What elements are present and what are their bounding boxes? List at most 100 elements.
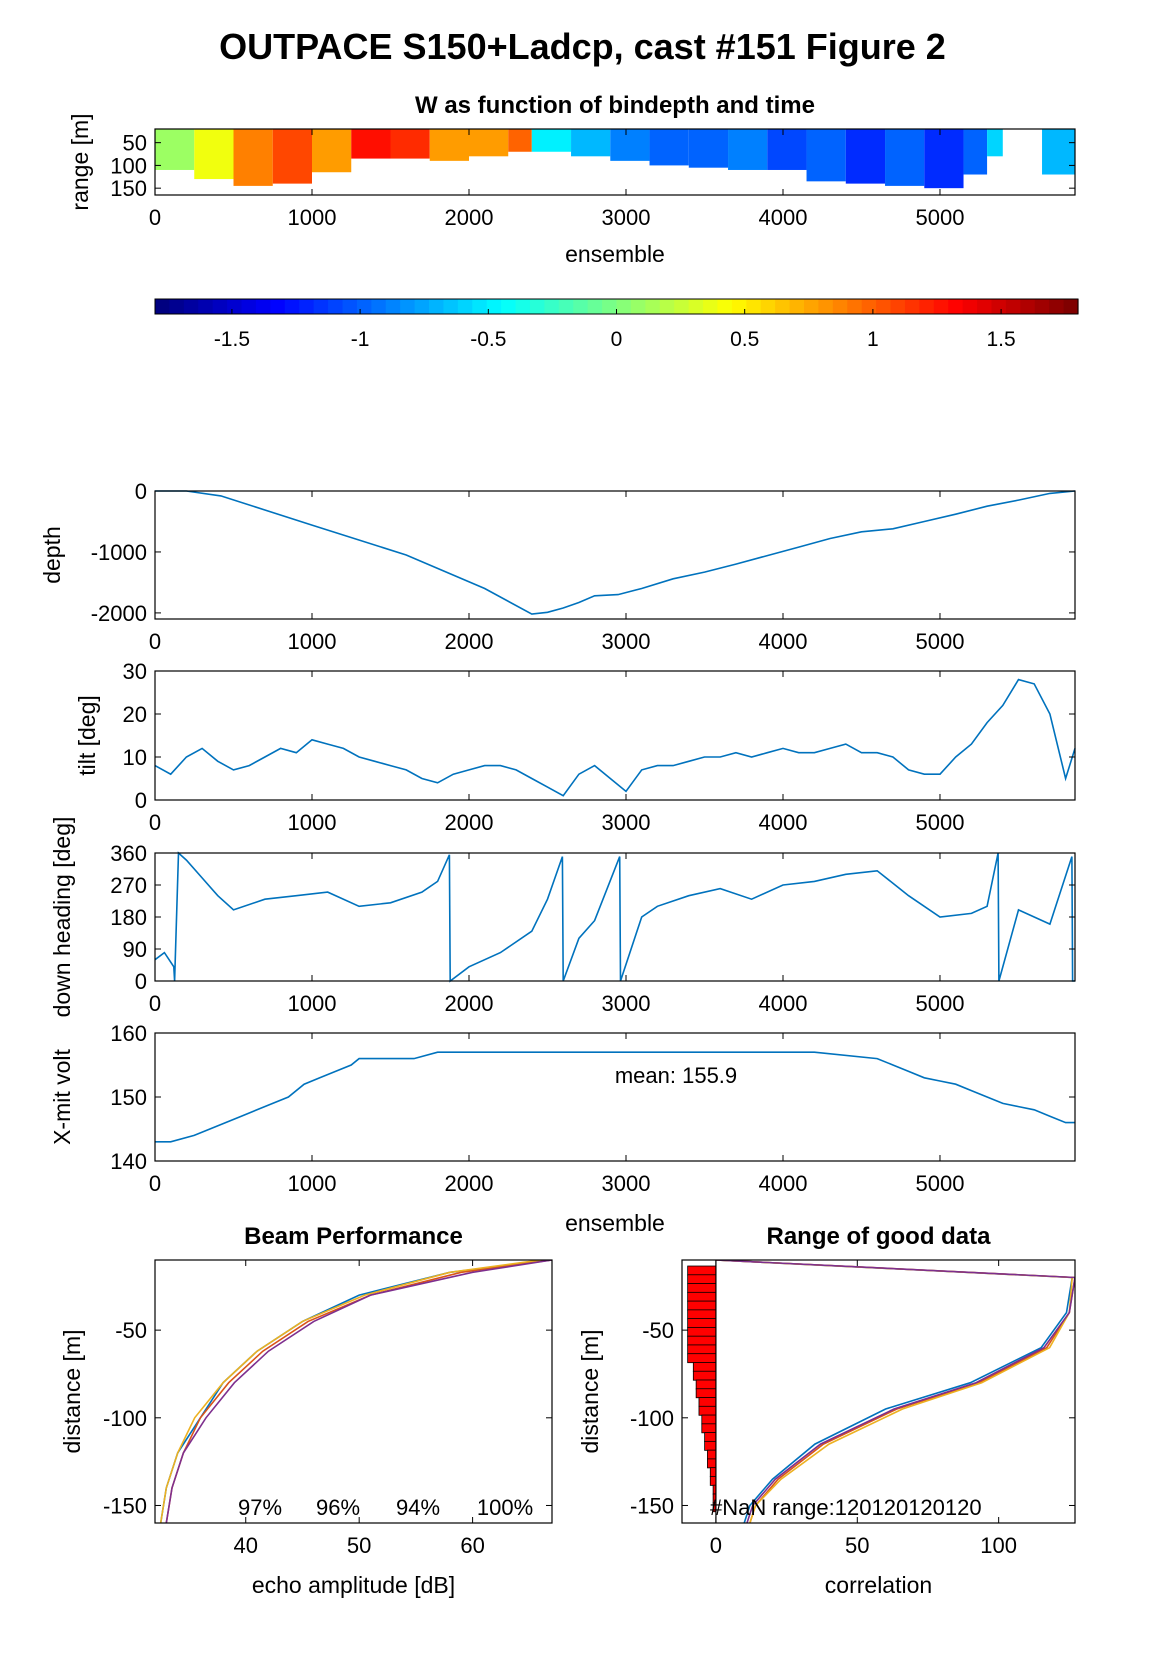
volt_panel-ytick-label: 140 xyxy=(110,1149,147,1174)
heading_panel-ytick-label: 90 xyxy=(123,937,147,962)
depth_panel-ylabel: depth xyxy=(39,526,65,584)
colorbar-swatch xyxy=(876,299,892,314)
nan-count-bar xyxy=(709,1476,717,1486)
w-heatmap-cell xyxy=(155,129,195,170)
colorbar-swatch xyxy=(616,299,632,314)
colorbar-swatch xyxy=(746,299,762,314)
colorbar-swatch xyxy=(385,299,401,314)
w-ytick-label: 50 xyxy=(123,131,147,156)
w-heatmap-cell xyxy=(311,129,352,173)
depth_panel-ytick-label: 0 xyxy=(135,479,147,504)
colorbar-swatch xyxy=(443,299,459,314)
volt_panel-xtick-label: 0 xyxy=(149,1171,161,1196)
colorbar-swatch xyxy=(962,299,978,314)
colorbar-tick-label: 1.5 xyxy=(986,328,1015,351)
colorbar-swatch xyxy=(933,299,949,314)
depth_panel-ytick-label: -1000 xyxy=(91,540,147,565)
colorbar-swatch xyxy=(558,299,574,314)
tilt_panel-ylabel: tilt [deg] xyxy=(74,695,100,776)
tilt_panel-xtick-label: 2000 xyxy=(445,810,494,835)
range-ytick-label: -100 xyxy=(630,1406,674,1431)
nan-count-bar xyxy=(687,1318,717,1329)
volt_panel-xtick-label: 1000 xyxy=(288,1171,337,1196)
w-ytick-label: 150 xyxy=(110,176,147,201)
heading_panel-ytick-label: 270 xyxy=(110,873,147,898)
range-series-line xyxy=(715,1260,1074,1523)
w-heatmap-cell xyxy=(272,129,312,184)
colorbar-swatch xyxy=(472,299,488,314)
tilt_panel-ytick-label: 10 xyxy=(123,745,147,770)
colorbar-swatch xyxy=(977,299,993,314)
colorbar-swatch xyxy=(313,299,329,314)
volt_panel-xtick-label: 3000 xyxy=(602,1171,651,1196)
colorbar-swatch xyxy=(717,299,733,314)
depth_panel-xtick-label: 2000 xyxy=(445,629,494,654)
depth_panel-xtick-label: 1000 xyxy=(288,629,337,654)
beam-ytick-label: -150 xyxy=(103,1493,147,1518)
heading_panel-xtick-label: 0 xyxy=(149,991,161,1016)
volt_panel-series-line xyxy=(155,1051,1075,1143)
figure-title: OUTPACE S150+Ladcp, cast #151 Figure 2 xyxy=(219,26,946,67)
range-series-line xyxy=(715,1260,1075,1523)
tilt_panel-xtick-label: 4000 xyxy=(759,810,808,835)
range-ytick-label: -50 xyxy=(642,1318,674,1343)
nan-count-bar xyxy=(687,1291,717,1302)
beam-title: Beam Performance xyxy=(244,1223,463,1250)
beam-ylabel: distance [m] xyxy=(59,1330,85,1454)
nan-count-bar xyxy=(695,1388,717,1399)
colorbar-swatch xyxy=(1020,299,1036,314)
depth_panel-series-line xyxy=(155,490,1076,615)
w-xlabel: ensemble xyxy=(565,241,665,267)
colorbar-swatch xyxy=(703,299,719,314)
colorbar-swatch xyxy=(645,299,661,314)
colorbar-swatch xyxy=(255,299,271,314)
range-xtick-label: 50 xyxy=(845,1533,869,1558)
colorbar-swatch xyxy=(602,299,618,314)
colorbar-swatch xyxy=(1005,299,1021,314)
colorbar-swatch xyxy=(832,299,848,314)
nan-count-bar xyxy=(695,1379,717,1390)
w-heatmap-cell xyxy=(610,129,650,161)
colorbar-swatch xyxy=(847,299,863,314)
range-series-line xyxy=(715,1260,1074,1523)
colorbar-tick-label: -1 xyxy=(351,328,370,351)
nan-count-bar xyxy=(709,1467,717,1478)
colorbar-swatch xyxy=(818,299,834,314)
volt-mean-annotation: mean: 155.9 xyxy=(615,1063,737,1088)
colorbar-swatch xyxy=(731,299,747,314)
depth_panel-ytick-label: -2000 xyxy=(91,601,147,626)
w-heatmap-cell xyxy=(987,129,1003,157)
volt_panel-ytick-label: 150 xyxy=(110,1085,147,1110)
colorbar-swatch xyxy=(659,299,675,314)
colorbar-swatch xyxy=(457,299,473,314)
beam-xtick-label: 40 xyxy=(234,1533,258,1558)
w-heatmap-cell xyxy=(429,129,469,161)
w-heatmap-cell xyxy=(963,129,988,175)
volt_panel-ytick-label: 160 xyxy=(110,1021,147,1046)
nan-count-bar xyxy=(704,1440,717,1451)
tilt_panel-xtick-label: 3000 xyxy=(602,810,651,835)
colorbar-swatch xyxy=(400,299,416,314)
colorbar-swatch xyxy=(1063,299,1079,314)
range-nan-count: 120 xyxy=(871,1495,908,1520)
nan-count-bar xyxy=(687,1300,717,1311)
colorbar-swatch xyxy=(688,299,704,314)
beam-percent-label: 94% xyxy=(396,1495,440,1520)
heading_panel-ytick-label: 180 xyxy=(110,905,147,930)
beam-frame xyxy=(154,1259,553,1524)
w-heatmap-cell xyxy=(571,129,611,157)
range-nan-count: 120 xyxy=(835,1495,872,1520)
colorbar-swatch xyxy=(789,299,805,314)
nan-count-bar xyxy=(707,1449,717,1460)
beam-percent-label: 100% xyxy=(477,1495,533,1520)
nan-count-bar xyxy=(707,1458,717,1469)
w-ylabel: range [m] xyxy=(67,113,93,210)
colorbar-swatch xyxy=(919,299,935,314)
tilt_panel-xtick-label: 0 xyxy=(149,810,161,835)
colorbar-swatch xyxy=(529,299,545,314)
beam-series-line xyxy=(159,1260,541,1523)
colorbar-swatch xyxy=(775,299,791,314)
nan-count-bar xyxy=(687,1326,717,1337)
nan-count-bar xyxy=(687,1274,717,1285)
